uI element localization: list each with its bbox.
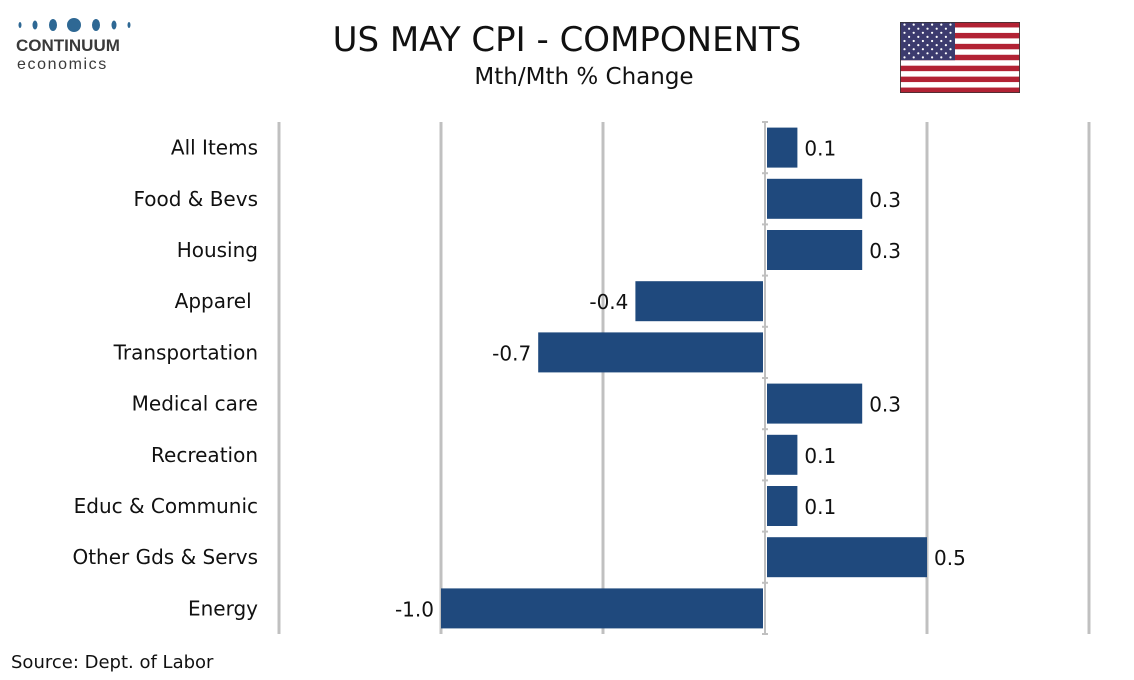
continuum-economics-logo: CONTINUUM economics — [14, 14, 144, 76]
bar-4 — [538, 332, 763, 373]
data-label: 0.1 — [804, 137, 836, 161]
source-note: Source: Dept. of Labor — [11, 652, 214, 673]
bar-3 — [635, 281, 763, 322]
category-label: Transportation — [113, 340, 258, 364]
data-label: 0.1 — [804, 495, 836, 519]
us-flag-icon — [900, 22, 1020, 93]
logo-dots-icon — [18, 18, 131, 32]
category-label: Educ & Communic — [74, 494, 258, 518]
bar-2 — [767, 230, 863, 270]
data-label: 0.5 — [934, 546, 966, 570]
data-label: -1.0 — [395, 597, 434, 621]
category-label: Housing — [177, 238, 258, 262]
bar-5 — [767, 383, 863, 424]
chart-subtitle: Mth/Mth % Change — [474, 64, 694, 90]
category-label: All Items — [171, 136, 258, 160]
data-label: 0.1 — [804, 444, 836, 468]
bar-6 — [767, 434, 798, 475]
data-label: -0.7 — [492, 341, 531, 365]
bar-0 — [767, 127, 798, 168]
chart-title: US MAY CPI - COMPONENTS — [332, 20, 802, 60]
logo-subtitle: economics — [17, 56, 108, 73]
data-label: -0.4 — [589, 290, 628, 314]
data-label: 0.3 — [869, 188, 901, 212]
data-label: 0.3 — [869, 393, 901, 417]
bar-7 — [767, 486, 798, 526]
category-label: Other Gds & Servs — [72, 545, 258, 569]
bar-1 — [767, 178, 863, 219]
category-label: Recreation — [151, 443, 258, 467]
bar-9 — [441, 588, 763, 629]
logo-name: CONTINUUM — [16, 36, 120, 55]
category-label: Apparel — [175, 289, 258, 313]
category-label: Medical care — [132, 392, 258, 416]
category-label: Energy — [188, 596, 258, 620]
category-label: Food & Bevs — [133, 187, 258, 211]
bar-8 — [767, 537, 927, 578]
data-label: 0.3 — [869, 239, 901, 263]
